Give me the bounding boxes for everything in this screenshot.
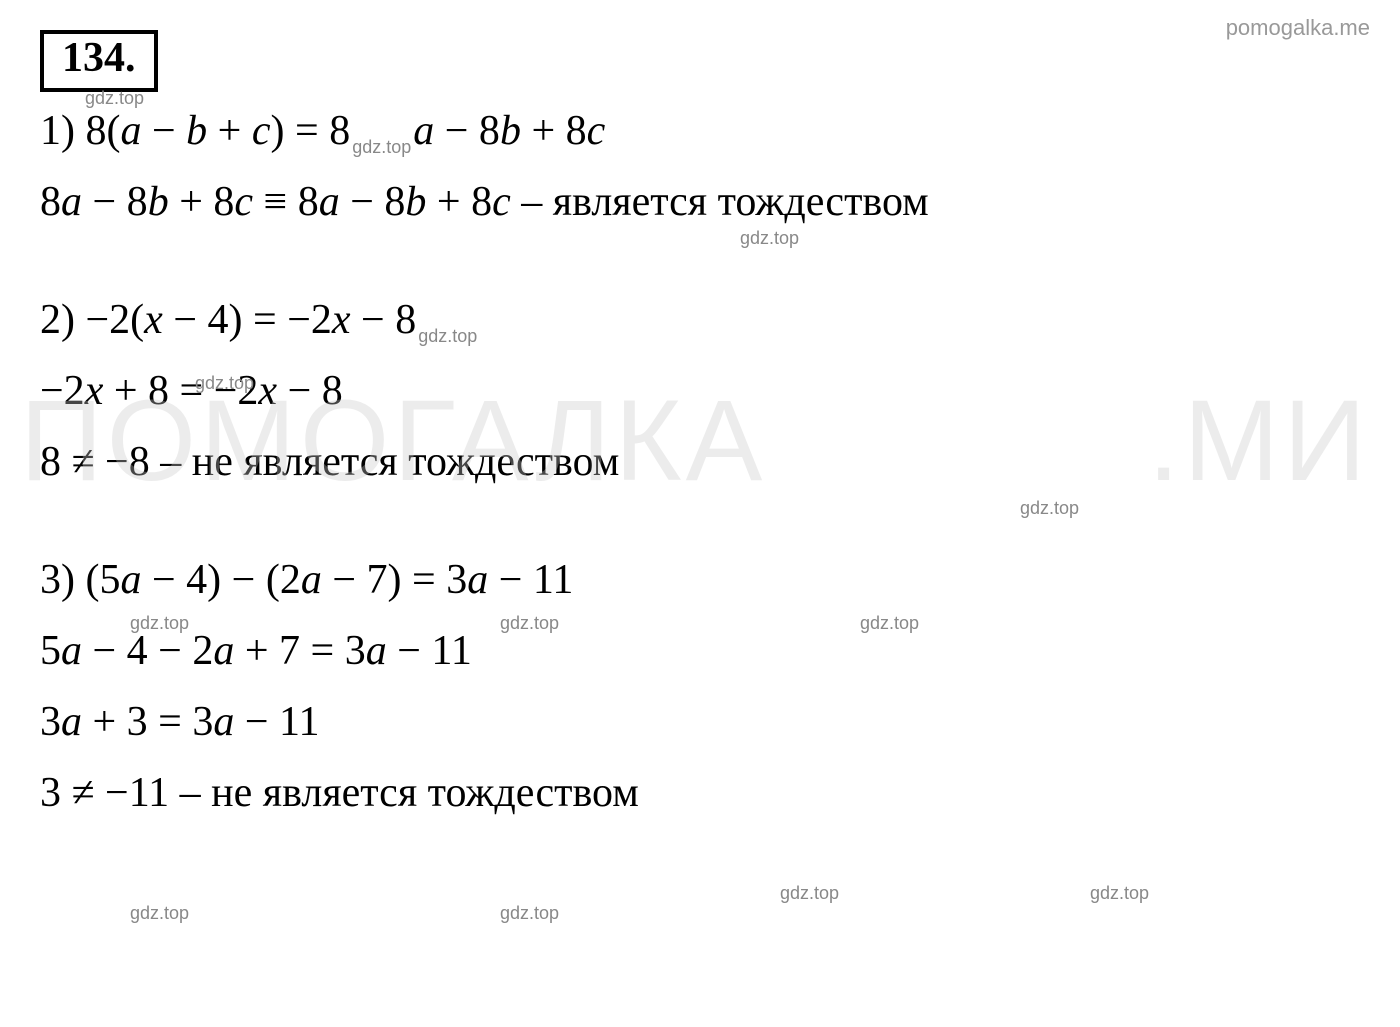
var-x: x: [332, 297, 351, 343]
var-x: x: [85, 368, 104, 414]
watermark-gdz: gdz.top: [500, 900, 559, 927]
var-b: b: [405, 179, 426, 225]
var-a: a: [61, 699, 82, 745]
watermark-gdz: gdz.top: [130, 610, 189, 637]
var-a: a: [467, 557, 488, 603]
text: −2: [40, 368, 85, 414]
text: − 8: [340, 179, 406, 225]
watermark-gdz: gdz.top: [780, 880, 839, 907]
s3-line4: 3 ≠ −11 – не является тождеством: [40, 762, 1360, 825]
var-x: x: [144, 297, 163, 343]
var-a: a: [213, 628, 234, 674]
var-a: a: [213, 699, 234, 745]
var-x: x: [258, 368, 277, 414]
var-a: a: [61, 628, 82, 674]
s2-line1: 2) −2(x − 4) = −2x − 8gdz.top: [40, 289, 1360, 352]
text: − 4) − (2: [141, 557, 300, 603]
watermark-gdz: gdz.top: [860, 610, 919, 637]
text: ≡ 8: [253, 179, 319, 225]
section-2: 2) −2(x − 4) = −2x − 8gdz.top gdz.top −2…: [40, 289, 1360, 494]
var-c: c: [252, 108, 271, 154]
text: 5: [40, 628, 61, 674]
watermark-gdz: gdz.top: [195, 370, 254, 397]
text: 3) (5: [40, 557, 120, 603]
text: − 8: [434, 108, 500, 154]
s2-line3: 8 ≠ −8 – не является тождеством: [40, 431, 1360, 494]
s3-line3: 3a + 3 = 3a − 11: [40, 691, 1360, 754]
var-c: c: [234, 179, 253, 225]
conclusion-text: 8 ≠ −8 – не является тождеством: [40, 439, 619, 485]
var-a: a: [319, 179, 340, 225]
watermark-gdz: gdz.top: [352, 134, 411, 161]
var-c: c: [492, 179, 511, 225]
s1-line2: 8a − 8b + 8c ≡ 8a − 8b + 8c – является т…: [40, 171, 1360, 234]
text: +: [207, 108, 252, 154]
var-c: c: [587, 108, 606, 154]
text: − 8: [277, 368, 343, 414]
text: −: [141, 108, 186, 154]
watermark-gdz: gdz.top: [500, 610, 559, 637]
text: − 11: [387, 628, 472, 674]
text: + 7 = 3: [234, 628, 365, 674]
text: 3: [40, 699, 61, 745]
text: − 11: [488, 557, 573, 603]
section-3: gdz.top gdz.top gdz.top 3) (5a − 4) − (2…: [40, 549, 1360, 825]
var-a: a: [301, 557, 322, 603]
text: 8: [40, 179, 61, 225]
text: 1) 8(: [40, 108, 120, 154]
problem-number-box: 134.: [40, 30, 1360, 100]
text: − 8: [82, 179, 148, 225]
watermark-gdz: gdz.top: [1090, 880, 1149, 907]
s3-line1: 3) (5a − 4) − (2a − 7) = 3a − 11: [40, 549, 1360, 612]
text: − 11: [234, 699, 319, 745]
s1-line1: 1) 8(a − b + c) = 8gdz.topa − 8b + 8c: [40, 100, 1360, 163]
problem-number: 134.: [40, 30, 158, 92]
conclusion-text: – является тождеством: [511, 179, 929, 225]
section-1: 1) 8(a − b + c) = 8gdz.topa − 8b + 8c 8a…: [40, 100, 1360, 234]
var-b: b: [186, 108, 207, 154]
text: − 8: [351, 297, 417, 343]
watermark-gdz: gdz.top: [418, 323, 477, 350]
solution-content: 1) 8(a − b + c) = 8gdz.topa − 8b + 8c 8a…: [40, 100, 1360, 825]
watermark-gdz: gdz.top: [130, 900, 189, 927]
var-a: a: [413, 108, 434, 154]
text: − 4) = −2: [163, 297, 332, 343]
var-a: a: [366, 628, 387, 674]
text: + 3 = 3: [82, 699, 213, 745]
text: 2) −2(: [40, 297, 144, 343]
s3-line2: 5a − 4 − 2a + 7 = 3a − 11: [40, 620, 1360, 683]
watermark-top-right: pomogalka.me: [1226, 15, 1370, 41]
text: + 8: [169, 179, 235, 225]
conclusion-text: 3 ≠ −11 – не является тождеством: [40, 770, 639, 816]
var-b: b: [148, 179, 169, 225]
var-a: a: [61, 179, 82, 225]
text: ) = 8: [271, 108, 351, 154]
var-b: b: [500, 108, 521, 154]
text: + 8: [426, 179, 492, 225]
text: + 8: [521, 108, 587, 154]
watermark-gdz: gdz.top: [740, 225, 799, 252]
text: − 7) = 3: [322, 557, 467, 603]
var-a: a: [120, 557, 141, 603]
watermark-gdz-1: gdz.top: [85, 88, 144, 109]
var-a: a: [120, 108, 141, 154]
watermark-gdz: gdz.top: [1020, 495, 1079, 522]
